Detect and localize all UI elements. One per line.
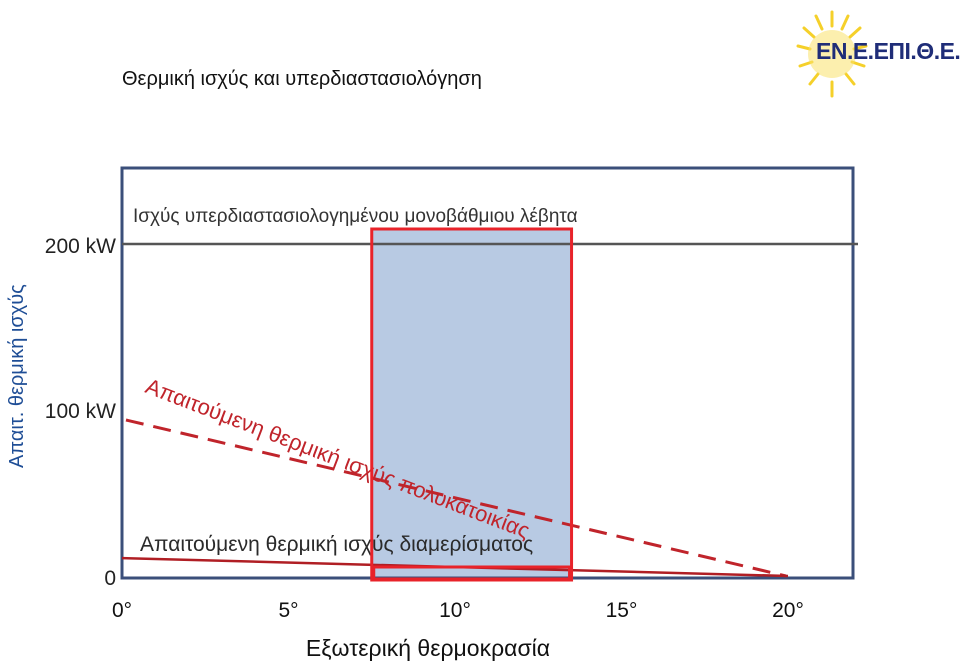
x-tick-label: 20° <box>772 599 804 622</box>
slide-title: Θερμική ισχύς και υπερδιαστασιολόγηση <box>122 68 482 90</box>
x-tick-label: 0° <box>112 599 132 622</box>
highlight-bottom-box <box>372 565 572 581</box>
series-label-apartment: Απαιτούμενη θερμική ισχύς διαμερίσματος <box>140 533 533 556</box>
logo-text: ΕΝ.Ε.ΕΠΙ.Θ.Ε. <box>816 38 960 64</box>
x-tick-label: 10° <box>439 599 471 622</box>
logo-sun-icon <box>796 10 868 98</box>
highlight-band <box>371 229 572 580</box>
x-tick-label: 15° <box>606 599 638 622</box>
series-label-boiler: Ισχύς υπερδιαστασιολογημένου μονοβάθμιου… <box>133 206 578 227</box>
series-line-building <box>125 418 787 578</box>
y-tick-label: 100 kW <box>45 400 116 423</box>
y-tick-label: 0 <box>104 567 116 590</box>
x-tick-label: 5° <box>278 599 298 622</box>
y-tick-label: 200 kW <box>45 235 116 258</box>
x-axis-title: Εξωτερική θερμοκρασία <box>306 635 550 661</box>
